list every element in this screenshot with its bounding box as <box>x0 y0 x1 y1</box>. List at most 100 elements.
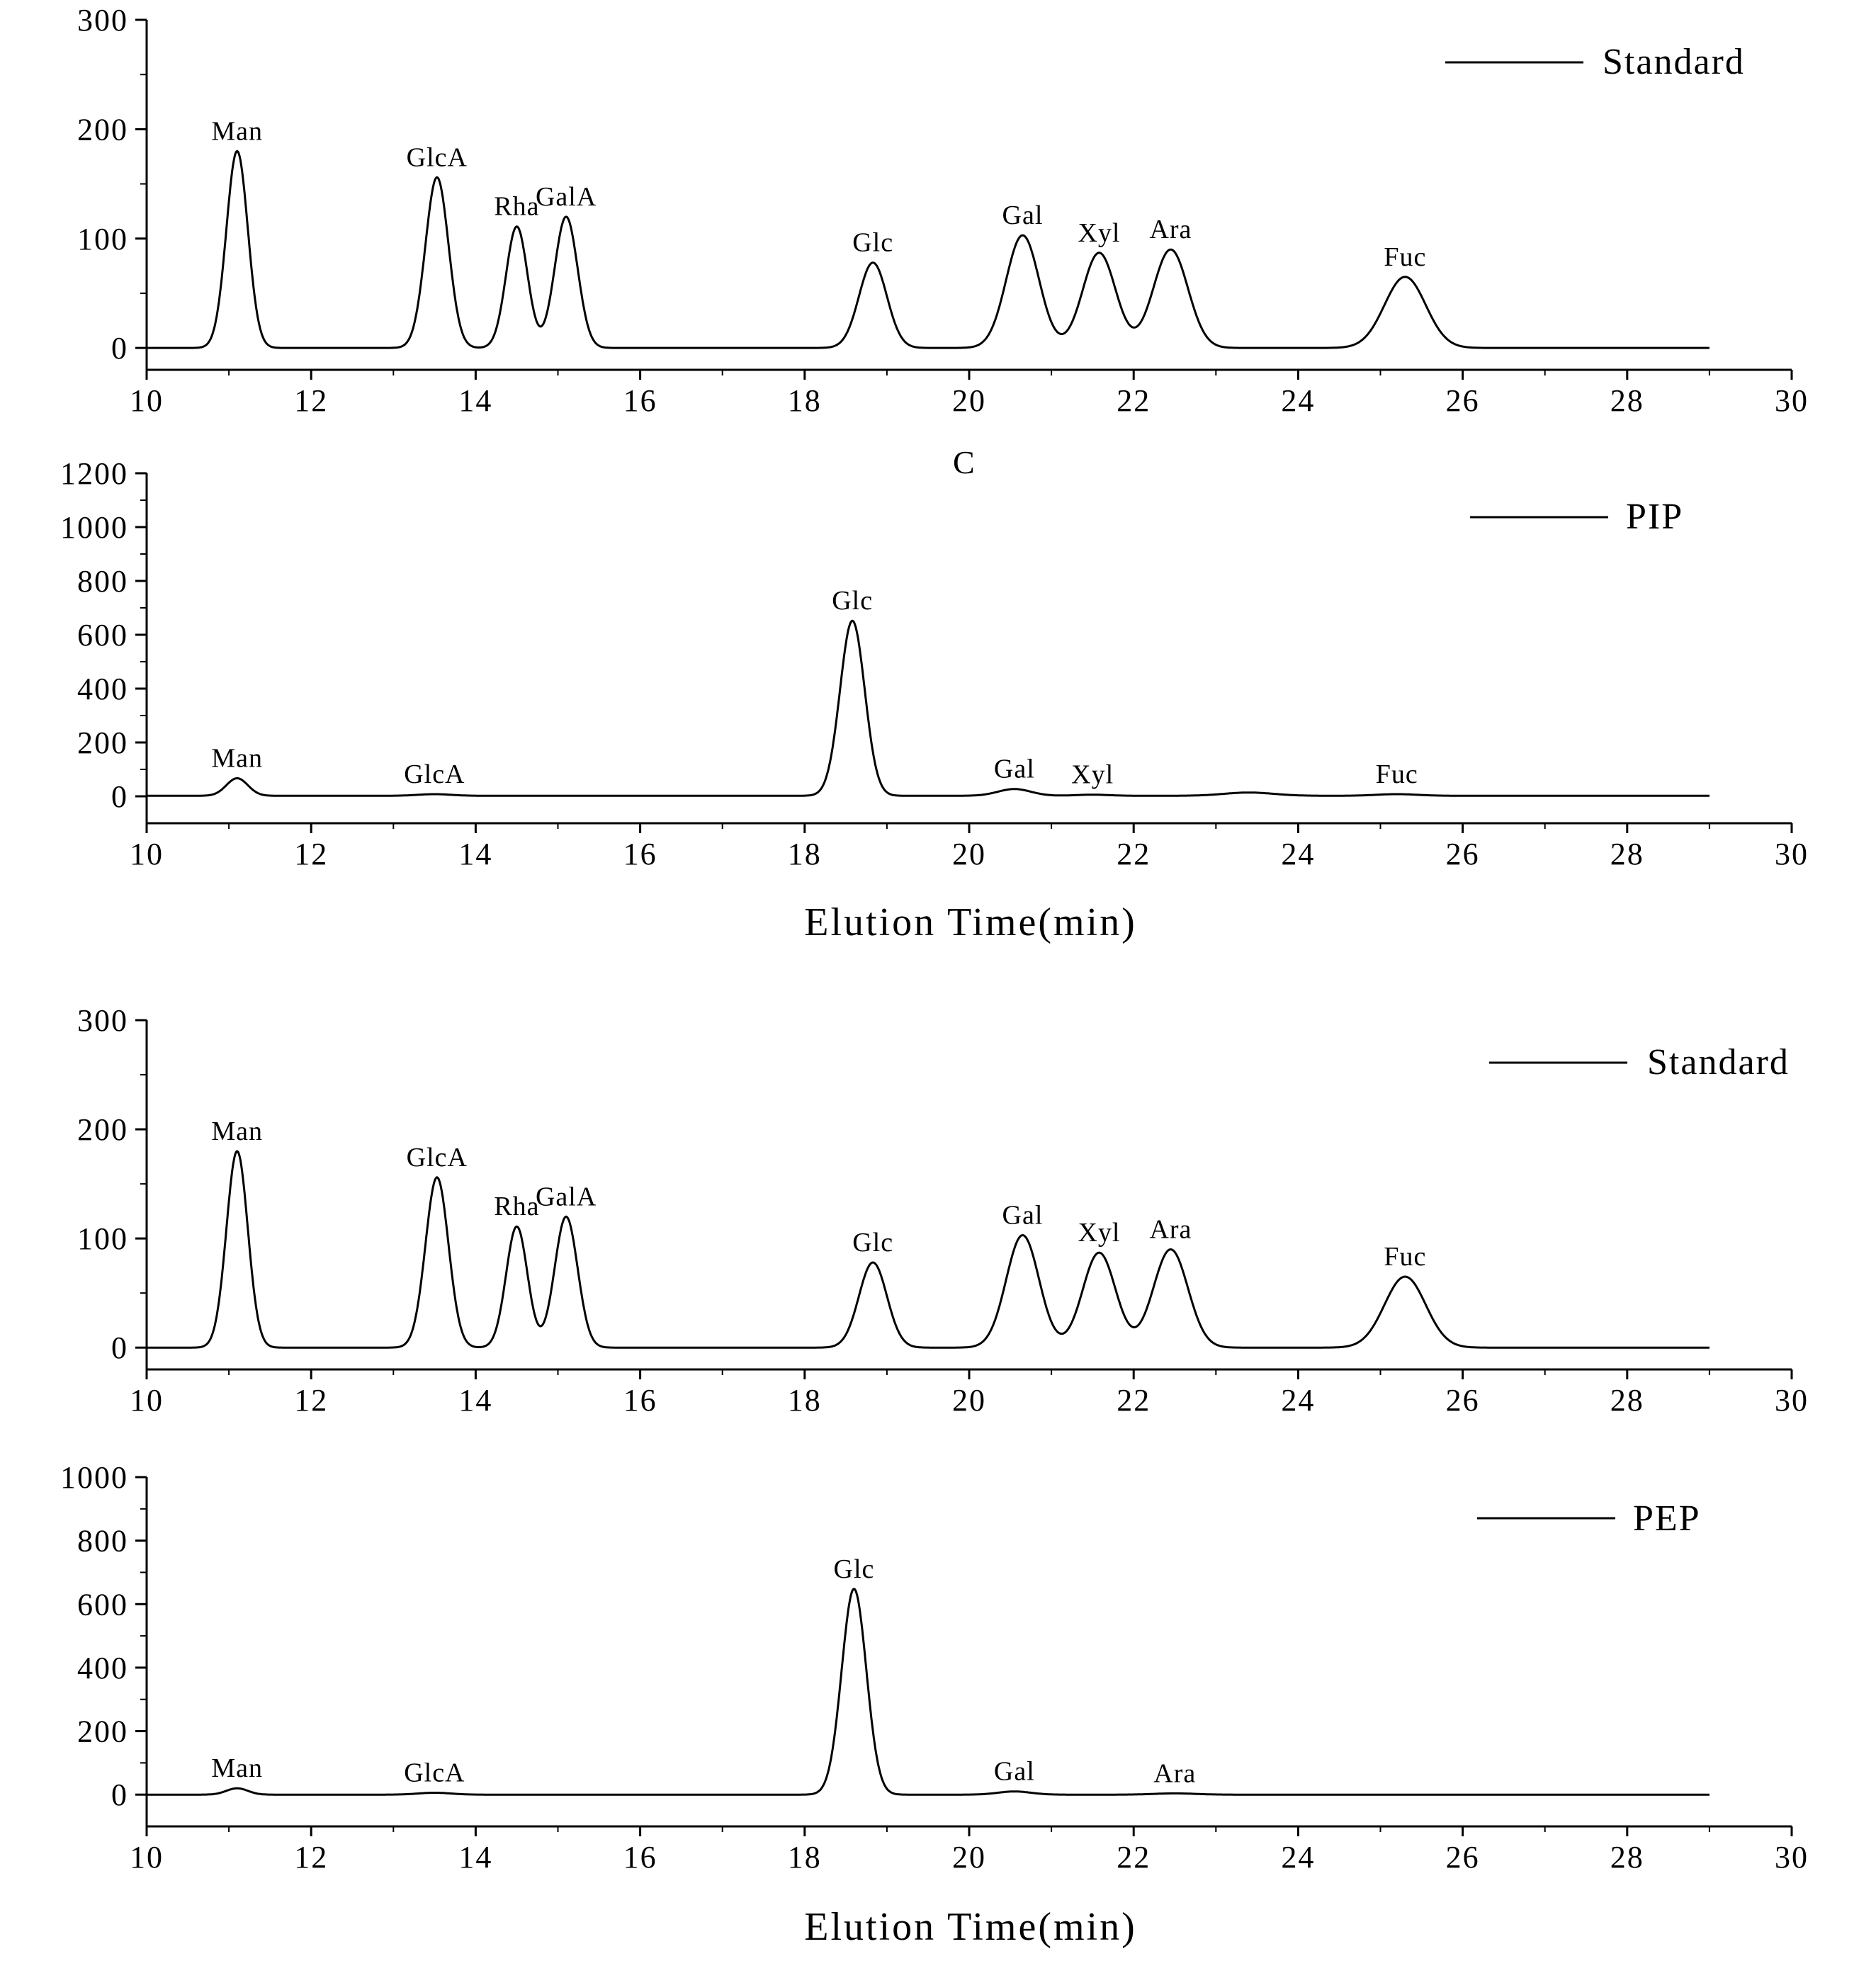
x-tick-label: 10 <box>130 1840 164 1875</box>
y-tick-label: 200 <box>77 1112 128 1147</box>
x-tick-label: 24 <box>1281 837 1315 871</box>
x-tick-label: 20 <box>952 1840 986 1875</box>
y-tick-label: 300 <box>77 3 128 38</box>
x-tick-label: 16 <box>623 1383 657 1418</box>
legend-label: PIP <box>1626 497 1683 537</box>
y-tick-label: 100 <box>77 222 128 256</box>
peak-label-rha: Rha <box>494 1192 539 1221</box>
peak-label-man: Man <box>211 1117 263 1146</box>
panel-pip: 10 12 14 16 18 20 22 24 26 28 30 0 200 400 600 800 1000 1… <box>60 456 1809 871</box>
peak-label-gal: Gal <box>994 1757 1035 1787</box>
x-tick-label: 12 <box>294 837 328 871</box>
y-tick-label: 300 <box>77 1003 128 1038</box>
x-tick-label: 14 <box>458 837 492 871</box>
series-line-standard-1 <box>147 149 1710 349</box>
x-tick-label: 14 <box>458 383 492 418</box>
panel-pep: 10 12 14 16 18 20 22 24 26 28 3002004006008001000 … <box>60 1460 1807 1875</box>
x-tick-label: 26 <box>1446 1383 1480 1418</box>
x-axis-title-1: Elution Time(min) <box>804 900 1137 944</box>
series-line-standard-2 <box>147 1150 1710 1349</box>
y-tick-label: 100 <box>77 1221 128 1256</box>
x-tick-label: 18 <box>788 383 822 418</box>
peak-label-glc: Glc <box>852 228 893 258</box>
x-tick-label: 14 <box>458 1383 492 1418</box>
x-tick-label: 28 <box>1610 383 1644 418</box>
x-tick-label: 18 <box>788 1383 822 1418</box>
legend-standard-2: Standard <box>1489 1042 1790 1083</box>
x-tick-label: 22 <box>1117 837 1151 871</box>
x-tick-label: 26 <box>1446 383 1480 418</box>
peak-label-glca: GlcA <box>407 1143 468 1172</box>
panel-marker: C <box>953 444 975 480</box>
x-tick-label: 18 <box>788 1840 822 1875</box>
y-tick-label: 400 <box>77 1651 128 1685</box>
y-tick-label: 800 <box>77 564 128 599</box>
peak-label-gal: Gal <box>994 755 1035 784</box>
y-tick-label: 0 <box>111 331 128 366</box>
x-tick-label: 16 <box>623 837 657 871</box>
peak-label-gal: Gal <box>1002 200 1044 230</box>
peak-label-gala: GalA <box>536 1182 597 1211</box>
peak-label-man: Man <box>211 744 263 774</box>
peak-label-xyl: Xyl <box>1078 218 1120 248</box>
x-tick-label: 24 <box>1281 1383 1315 1418</box>
legend-label: Standard <box>1647 1042 1790 1083</box>
peak-label-gala: GalA <box>536 182 597 212</box>
peak-label-glca: GlcA <box>407 142 468 172</box>
x-tick-label: 22 <box>1117 383 1151 418</box>
x-tick-label: 24 <box>1281 383 1315 418</box>
x-tick-label: 20 <box>952 837 986 871</box>
peak-label-man: Man <box>211 1753 263 1783</box>
peak-label-fuc: Fuc <box>1384 1242 1426 1272</box>
peak-label-ara: Ara <box>1153 1758 1196 1788</box>
peak-label-xyl: Xyl <box>1078 1218 1120 1248</box>
peak-label-glc: Glc <box>834 1554 875 1584</box>
x-tick-label: 22 <box>1117 1840 1151 1875</box>
x-tick-label: 12 <box>294 1383 328 1418</box>
x-tick-label: 26 <box>1446 837 1480 871</box>
series-line-pip <box>147 619 1710 797</box>
peak-label-ara: Ara <box>1149 215 1192 244</box>
legend-pep: PEP <box>1477 1498 1701 1539</box>
x-tick-label: 20 <box>952 1383 986 1418</box>
peak-label-rha: Rha <box>494 192 539 222</box>
x-tick-label: 26 <box>1446 1840 1480 1875</box>
legend-label: Standard <box>1603 42 1745 82</box>
peak-label-fuc: Fuc <box>1384 242 1426 272</box>
x-tick-label: 10 <box>130 383 164 418</box>
y-tick-label: 600 <box>77 1587 128 1622</box>
y-tick-label: 0 <box>111 1778 128 1812</box>
x-tick-label: 10 <box>130 837 164 871</box>
peak-label-ara: Ara <box>1149 1215 1192 1245</box>
peak-label-glca: GlcA <box>404 1758 465 1787</box>
x-tick-label: 30 <box>1775 837 1809 871</box>
x-tick-label: 20 <box>952 383 986 418</box>
x-tick-label: 28 <box>1610 1383 1644 1418</box>
x-tick-label: 30 <box>1775 1383 1809 1418</box>
y-tick-label: 200 <box>77 725 128 760</box>
legend-standard-1: Standard <box>1445 42 1745 82</box>
x-tick-label: 12 <box>294 1840 328 1875</box>
x-tick-label: 16 <box>623 1840 657 1875</box>
y-tick-label: 0 <box>111 779 128 814</box>
x-tick-label: 14 <box>458 1840 492 1875</box>
x-tick-label: 18 <box>788 837 822 871</box>
x-tick-label: 10 <box>130 1383 164 1418</box>
y-tick-label: 0 <box>111 1330 128 1365</box>
y-tick-label: 1200 <box>60 456 128 491</box>
x-tick-label: 30 <box>1775 383 1809 418</box>
y-tick-label: 200 <box>77 1714 128 1749</box>
legend-label: PEP <box>1633 1498 1701 1539</box>
y-tick-label: 1000 <box>60 1460 128 1495</box>
peak-label-man: Man <box>211 116 263 146</box>
x-tick-label: 22 <box>1117 1383 1151 1418</box>
peak-label-xyl: Xyl <box>1071 760 1114 790</box>
peak-label-glc: Glc <box>852 1228 893 1258</box>
series-line-pep <box>147 1588 1710 1796</box>
y-tick-label: 600 <box>77 618 128 652</box>
peak-label-fuc: Fuc <box>1376 759 1418 789</box>
x-tick-label: 12 <box>294 383 328 418</box>
